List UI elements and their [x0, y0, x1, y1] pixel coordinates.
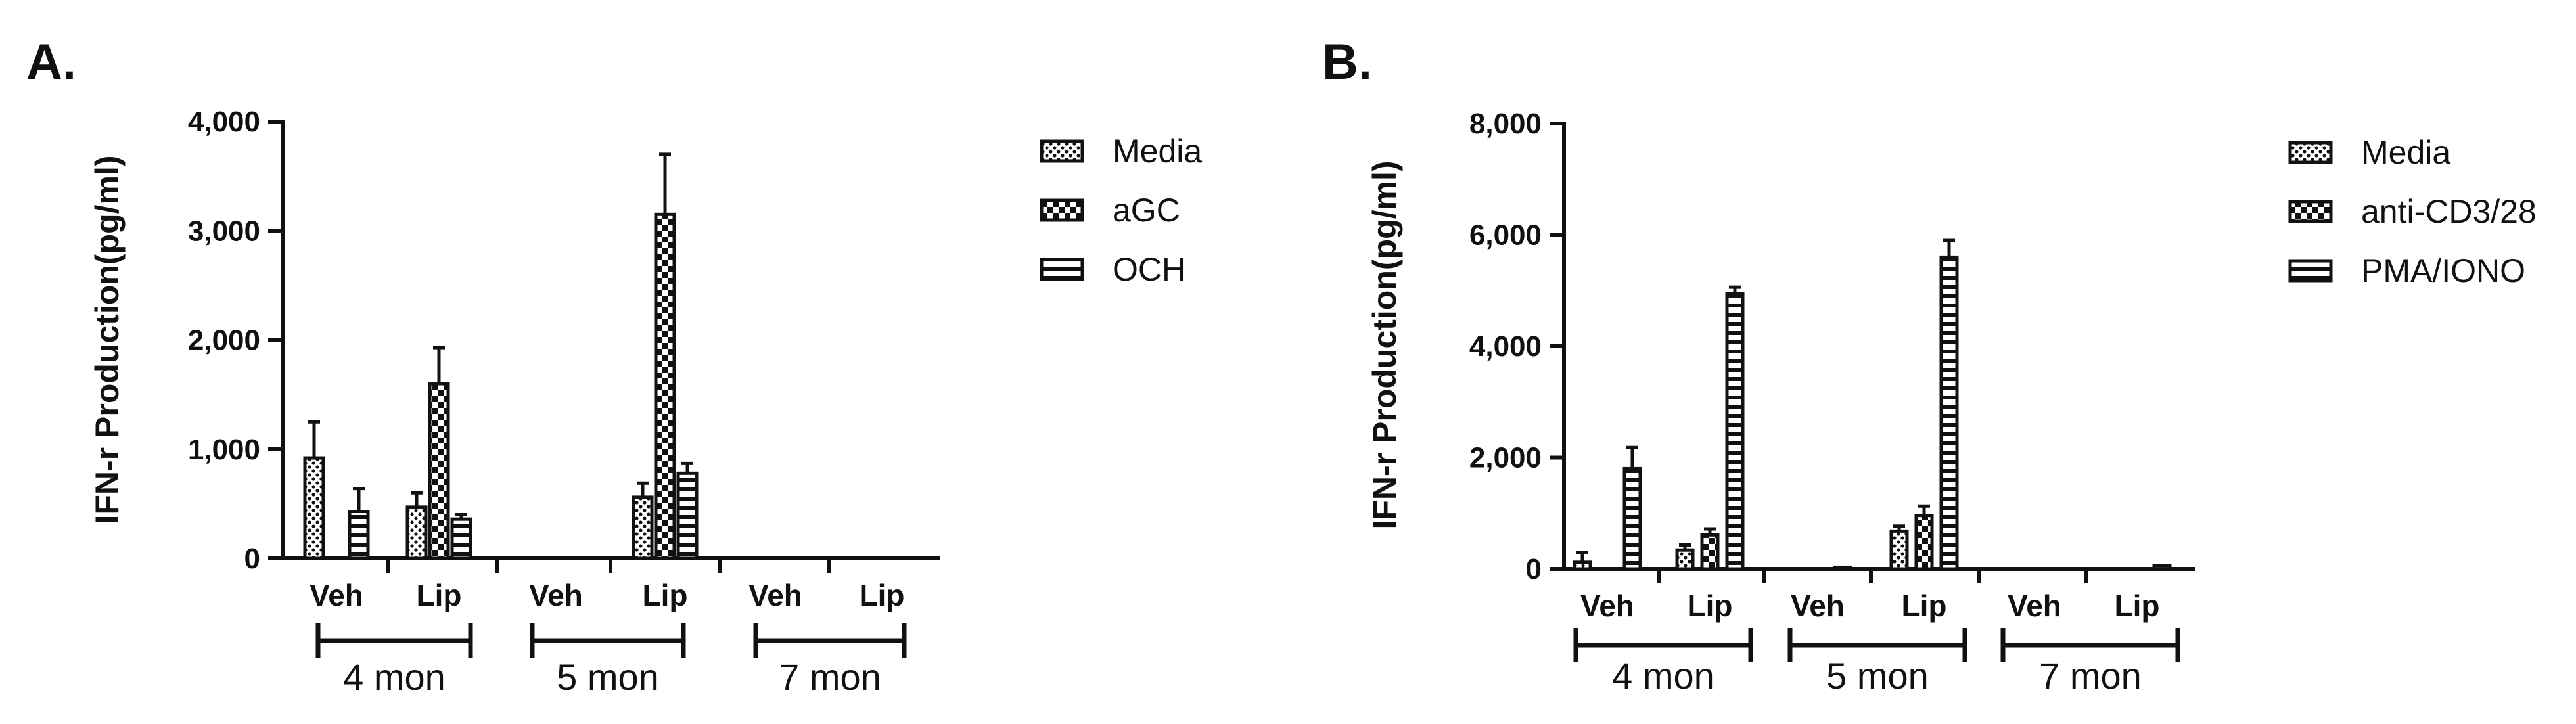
y-tick-label: 8,000 [1469, 108, 1542, 140]
x-tick-label: Veh [748, 578, 802, 612]
x-tick-label: Lip [643, 578, 688, 612]
panel-b-group-brackets: 4 mon 5 mon 7 mon [1573, 628, 2180, 696]
bar-och [450, 517, 472, 560]
x-tick-label: Lip [2115, 589, 2160, 623]
legend-label: OCH [1113, 251, 1185, 288]
x-tick-label: Lip [860, 578, 905, 612]
bar-anti-cd3-28 [1914, 514, 1934, 571]
legend-swatch [1040, 139, 1084, 163]
y-tick-label: 1,000 [188, 434, 260, 466]
panel-a-axes: 0 1,000 2,000 3,000 4,000 [188, 106, 940, 575]
panel-a: A. IFN-r Production(pg/ml) 0 1,000 2,000 3,… [26, 34, 1202, 698]
x-tick-label: Lip [1902, 589, 1947, 623]
y-tick-label: 2,000 [188, 325, 260, 357]
bar-media [1675, 548, 1695, 571]
panel-a-y-axis-label: IFN-r Production(pg/ml) [89, 155, 126, 524]
panel-b-axes: 0 2,000 4,000 6,000 8,000 [1469, 108, 2195, 585]
panel-a-legend: Media aGC OCH [1040, 133, 1202, 288]
legend-swatch [2288, 141, 2333, 164]
legend-label: Media [2361, 134, 2450, 171]
panel-b-legend: Media anti-CD3/28 PMA/IONO [2288, 134, 2537, 289]
bar-pma-iono [1725, 291, 1745, 571]
group-label: 4 mon [343, 656, 446, 698]
legend-label: Media [1113, 133, 1202, 170]
panel-a-label: A. [26, 34, 76, 90]
group-label: 5 mon [557, 656, 659, 698]
bar-och [348, 510, 370, 560]
bar-media [1889, 529, 1909, 571]
bar-media [632, 495, 654, 560]
x-tick-label: Lip [417, 578, 462, 612]
bar-pma-iono [2152, 564, 2172, 571]
panel-a-group-brackets: 4 mon 5 mon 7 mon [315, 623, 907, 698]
panel-b-bars [1573, 238, 2172, 571]
y-tick-label: 3,000 [188, 215, 260, 247]
y-tick-label: 4,000 [1469, 330, 1542, 363]
x-tick-label: Veh [529, 578, 583, 612]
panel-a-x-tick-labels: Veh Lip Veh Lip Veh Lip [310, 578, 904, 612]
bar-pma-iono [1622, 466, 1642, 571]
panel-b-label: B. [1322, 34, 1372, 90]
legend-swatch [2288, 200, 2333, 223]
bar-anti-cd3-28 [1700, 533, 1720, 571]
group-label: 7 mon [2039, 655, 2142, 696]
legend-label: anti-CD3/28 [2361, 193, 2537, 230]
y-tick-label: 0 [1526, 553, 1542, 585]
legend-swatch [1040, 258, 1084, 281]
bar-media [303, 456, 325, 560]
bar-media [405, 505, 428, 560]
y-tick-label: 6,000 [1469, 219, 1542, 252]
legend-swatch [1040, 198, 1084, 222]
panel-b-y-axis-label: IFN-r Production(pg/ml) [1366, 160, 1403, 529]
bar-agc [654, 212, 676, 560]
group-label: 4 mon [1612, 655, 1714, 696]
bar-och [676, 471, 699, 560]
bar-agc [428, 382, 450, 560]
x-tick-label: Veh [310, 578, 363, 612]
legend-label: PMA/IONO [2361, 252, 2525, 289]
panel-b: B. IFN-r Production(pg/ml) 0 2,000 4,000 6,… [1322, 34, 2537, 696]
panel-a-bars [303, 152, 699, 560]
bar-pma-iono [1833, 565, 1852, 571]
bar-media [1573, 560, 1592, 571]
y-tick-label: 0 [244, 543, 260, 575]
bar-pma-iono [1939, 255, 1959, 571]
x-tick-label: Lip [1688, 589, 1733, 623]
x-tick-label: Veh [1791, 589, 1845, 623]
y-tick-label: 4,000 [188, 106, 260, 138]
x-tick-label: Veh [1580, 589, 1634, 623]
panel-b-x-tick-labels: Veh Lip Veh Lip Veh Lip [1580, 589, 2159, 623]
x-tick-label: Veh [2008, 589, 2061, 623]
y-tick-label: 2,000 [1469, 442, 1542, 474]
legend-label: aGC [1113, 192, 1180, 229]
group-label: 7 mon [779, 656, 881, 698]
legend-swatch [2288, 259, 2333, 283]
group-label: 5 mon [1826, 655, 1929, 696]
